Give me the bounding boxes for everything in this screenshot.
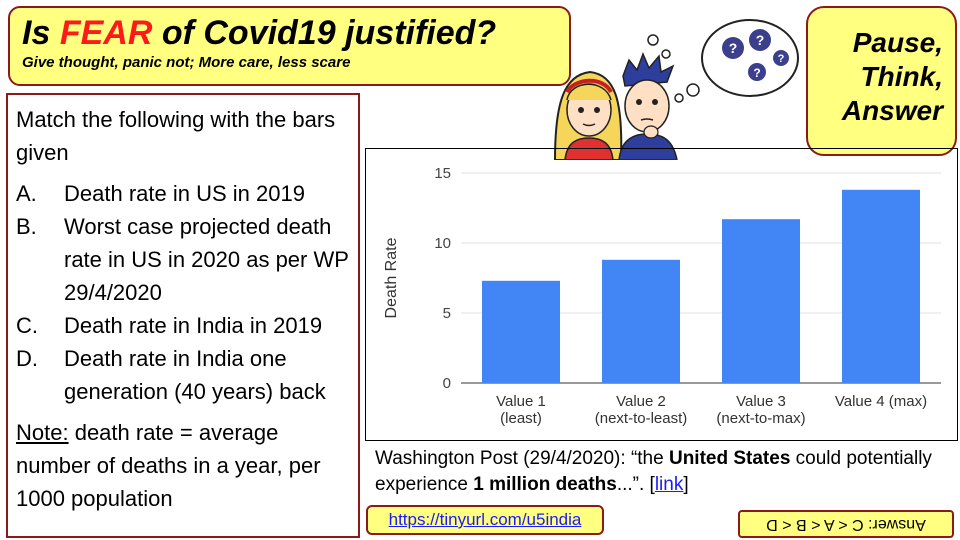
svg-text:?: ? [753, 66, 760, 80]
question-intro: Match the following with the bars given [16, 107, 336, 165]
option-letter: C. [16, 313, 38, 338]
thinking-people-illustration: ? ? ? ? [553, 19, 799, 160]
page-subtitle: Give thought, panic not; More care, less… [22, 54, 351, 71]
note-text: death rate = average number of deaths in… [16, 420, 321, 511]
bar [602, 259, 680, 383]
svg-text:?: ? [729, 40, 738, 56]
option-a: A. Death rate in US in 2019 [16, 177, 350, 210]
y-tick-label: 5 [443, 305, 451, 322]
option-text: Death rate in India in 2019 [64, 313, 323, 338]
option-letter: B. [16, 214, 37, 239]
url-box: https://tinyurl.com/u5india [366, 505, 604, 535]
bar [842, 189, 920, 383]
note-label: Note: [16, 420, 69, 445]
option-d: D. Death rate in India one generation (4… [16, 342, 350, 408]
x-tick-label: Value 1 [496, 393, 546, 410]
x-tick-label: (next-to-least) [595, 410, 688, 427]
option-letter: D. [16, 346, 38, 371]
bar [722, 219, 800, 383]
svg-text:?: ? [756, 32, 765, 48]
title-box: Is FEAR of Covid19 justified? Give thoug… [8, 6, 571, 86]
bar [482, 280, 560, 383]
wp-caption: Washington Post (29/4/2020): “the United… [375, 448, 932, 495]
svg-text:?: ? [778, 53, 785, 65]
pause-think-answer-box: Pause, Think, Answer [806, 6, 957, 156]
note: Note: death rate = average number of dea… [16, 416, 350, 515]
caption-link[interactable]: link [654, 474, 684, 495]
pause-line-3: Answer [841, 95, 943, 126]
page-title: Is FEAR of Covid19 justified? [22, 14, 497, 52]
y-tick-label: 10 [434, 235, 451, 252]
x-tick-label: Value 3 [736, 393, 786, 410]
option-text: Death rate in US in 2019 [64, 181, 305, 206]
pause-line-2: Think, [860, 61, 943, 92]
x-tick-label: (next-to-max) [716, 410, 805, 427]
x-tick-label: (least) [500, 410, 542, 427]
y-tick-label: 15 [434, 165, 451, 182]
x-tick-label: Value 4 (max) [835, 393, 927, 410]
pause-line-1: Pause, [852, 27, 943, 58]
x-tick-label: Value 2 [616, 393, 666, 410]
option-c: C. Death rate in India in 2019 [16, 309, 350, 342]
option-text: Worst case projected death rate in US in… [64, 214, 349, 305]
title-highlight: FEAR [59, 14, 153, 52]
bar-chart: 0 5 10 15 Death Rate Value 1 (least) Value 2 (ne… [365, 148, 958, 441]
question-box: Match the following with the bars given … [6, 93, 360, 538]
option-text: Death rate in India one generation (40 y… [64, 346, 326, 404]
answer-box: Answer: C < A < B < D [738, 510, 954, 538]
option-letter: A. [16, 181, 37, 206]
y-axis-label: Death Rate [383, 237, 400, 318]
option-b: B. Worst case projected death rate in US… [16, 210, 350, 309]
tinyurl-link[interactable]: https://tinyurl.com/u5india [388, 510, 582, 529]
y-tick-label: 0 [443, 375, 451, 392]
